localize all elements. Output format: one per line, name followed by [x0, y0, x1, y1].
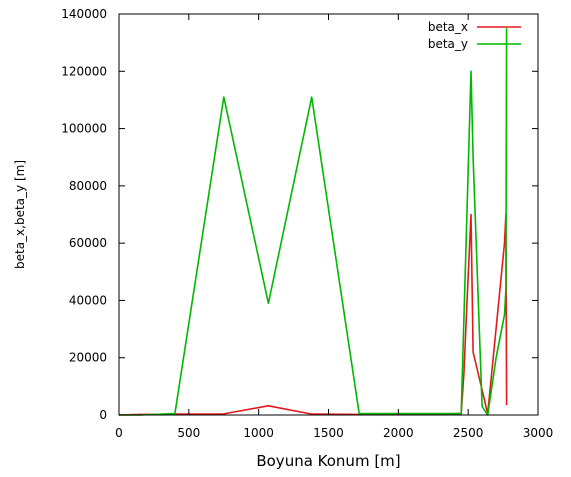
legend: beta_x beta_y: [428, 20, 521, 51]
x-tick-label: 500: [177, 426, 200, 440]
y-tick-label: 40000: [69, 293, 107, 307]
legend-label: beta_y: [428, 37, 468, 51]
x-tick-label: 0: [115, 426, 123, 440]
x-tick-label: 1000: [243, 426, 274, 440]
y-tick-label: 140000: [61, 7, 107, 21]
y-tick-label: 20000: [69, 351, 107, 365]
y-axis-label: beta_x,beta_y [m]: [13, 160, 27, 269]
x-tick-label: 2500: [453, 426, 484, 440]
x-tick-label: 3000: [523, 426, 554, 440]
axis-layer: 0 500 1000 1500 2000 2500 3000 0 20000 40000 60000…: [61, 7, 553, 440]
legend-label: beta_x: [428, 20, 468, 34]
y-tick-label: 80000: [69, 179, 107, 193]
y-tick-label: 0: [99, 408, 107, 422]
y-tick-label: 100000: [61, 122, 107, 136]
y-tick-label: 60000: [69, 236, 107, 250]
x-tick-label: 1500: [313, 426, 344, 440]
y-tick-label: 120000: [61, 64, 107, 78]
series-layer: [118, 28, 508, 416]
x-tick-label: 2000: [383, 426, 414, 440]
series-line-beta-y: [119, 28, 508, 416]
x-axis-label: Boyuna Konum [m]: [256, 452, 400, 470]
